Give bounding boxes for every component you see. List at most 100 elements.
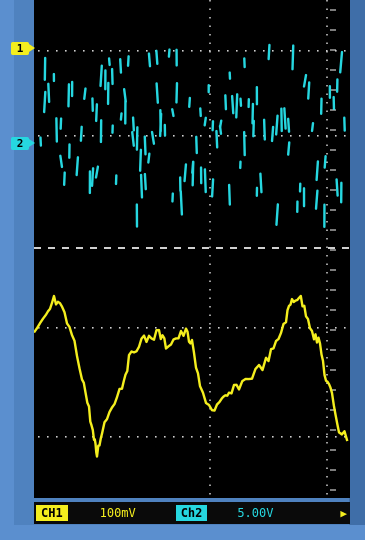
channel-status-bar: CH1 100mV Ch2 5.00V ▶	[34, 502, 350, 524]
graticule-dot	[299, 135, 301, 137]
ch2-volts-per-div: 5.00V	[237, 506, 274, 520]
graticule-dot	[110, 327, 112, 329]
graticule-dot	[146, 327, 148, 329]
ch2-trace-segment	[139, 173, 144, 199]
graticule-dot	[218, 436, 220, 438]
ch2-trace-segment	[126, 55, 130, 67]
ch1-position-marker[interactable]: 1	[11, 42, 35, 55]
graticule-dot	[317, 327, 319, 329]
graticule-dot	[200, 327, 202, 329]
graticule-dot	[191, 327, 193, 329]
ch2-position-marker[interactable]: 2	[11, 137, 35, 150]
graticule-dot	[191, 50, 193, 52]
ch2-trace-segment	[286, 141, 291, 156]
graticule-dot	[182, 135, 184, 137]
graticule-dot	[173, 135, 175, 137]
graticule-dot	[47, 50, 49, 52]
graticule-dot	[290, 50, 292, 52]
graticule-dot	[218, 135, 220, 137]
graticule-dot	[200, 50, 202, 52]
ch2-trace-segment	[167, 48, 171, 58]
ch2-trace-segment	[122, 88, 127, 103]
graticule-dot	[173, 436, 175, 438]
ch2-trace-segment	[150, 130, 156, 145]
graticule-dot	[38, 436, 40, 438]
ch2-trace-segment	[62, 171, 66, 187]
ch2-trace-segment	[59, 154, 64, 169]
graticule-dot	[83, 436, 85, 438]
graticule-dot	[281, 135, 283, 137]
graticule-dot	[227, 135, 229, 137]
graticule-dot	[200, 135, 202, 137]
ch2-trace-segment	[339, 50, 344, 74]
ch2-trace-segment	[171, 108, 175, 118]
graticule-dot	[182, 50, 184, 52]
ch1-label: CH1	[36, 505, 68, 521]
graticule-dot	[344, 50, 346, 52]
graticule-dot	[164, 327, 166, 329]
ch2-trace-segment	[147, 152, 151, 164]
ch2-trace-segment	[314, 189, 319, 210]
graticule-dot	[65, 50, 67, 52]
ch2-trace-segment	[191, 160, 195, 187]
ch2-trace-segment	[235, 93, 239, 119]
graticule-dot	[92, 50, 94, 52]
ch2-trace-segment	[107, 57, 111, 67]
graticule-dot	[146, 135, 148, 137]
left-bezel	[0, 0, 14, 540]
graticule-dot	[38, 327, 40, 329]
graticule-dot	[65, 327, 67, 329]
ch2-trace-segment	[183, 163, 188, 183]
graticule-dot	[326, 50, 328, 52]
ch2-trace-segment	[310, 122, 315, 133]
graticule-dot	[326, 327, 328, 329]
ch2-label: Ch2	[175, 505, 208, 521]
graticule-dot	[308, 135, 310, 137]
ch2-trace-segment	[47, 82, 51, 104]
graticule-dot	[236, 436, 238, 438]
graticule-dot	[317, 135, 319, 137]
graticule-dot	[110, 50, 112, 52]
graticule-dot	[272, 327, 274, 329]
graticule-dot	[137, 50, 139, 52]
oscilloscope-screen	[34, 0, 350, 498]
graticule-dot	[227, 436, 229, 438]
graticule-dot	[254, 436, 256, 438]
ch2-trace-segment	[195, 135, 198, 155]
waveform-display	[34, 0, 350, 498]
graticule-dot	[317, 436, 319, 438]
graticule-dot	[209, 50, 211, 52]
graticule-dot	[119, 135, 121, 137]
graticule-dot	[272, 50, 274, 52]
ch2-trace-segment	[75, 156, 80, 177]
ch2-trace-segment	[230, 94, 235, 115]
graticule-dot	[299, 50, 301, 52]
graticule-dot	[128, 436, 130, 438]
ch2-trace-segment	[267, 43, 271, 61]
ch2-trace-segment	[291, 44, 295, 71]
graticule-dot	[56, 436, 58, 438]
graticule-dot	[326, 436, 328, 438]
graticule-dot	[299, 327, 301, 329]
graticule-dot	[155, 327, 157, 329]
ch2-trace-segment	[218, 119, 223, 128]
graticule-dot	[254, 327, 256, 329]
graticule-dot	[263, 327, 265, 329]
graticule-dot	[182, 436, 184, 438]
graticule-dot	[74, 436, 76, 438]
ch2-trace-segment	[143, 172, 147, 191]
graticule-dot	[281, 50, 283, 52]
graticule-dot	[290, 135, 292, 137]
graticule-dot	[245, 436, 247, 438]
graticule-dot	[227, 327, 229, 329]
graticule-dot	[74, 50, 76, 52]
ch2-trace-segment	[119, 112, 123, 121]
graticule-dot	[74, 327, 76, 329]
ch2-trace-segment	[302, 73, 308, 88]
graticule-dot	[173, 50, 175, 52]
graticule-dot	[101, 327, 103, 329]
graticule-dot	[146, 436, 148, 438]
graticule-dot	[335, 135, 337, 137]
ch2-trace-segment	[275, 203, 280, 226]
graticule-dot	[299, 436, 301, 438]
